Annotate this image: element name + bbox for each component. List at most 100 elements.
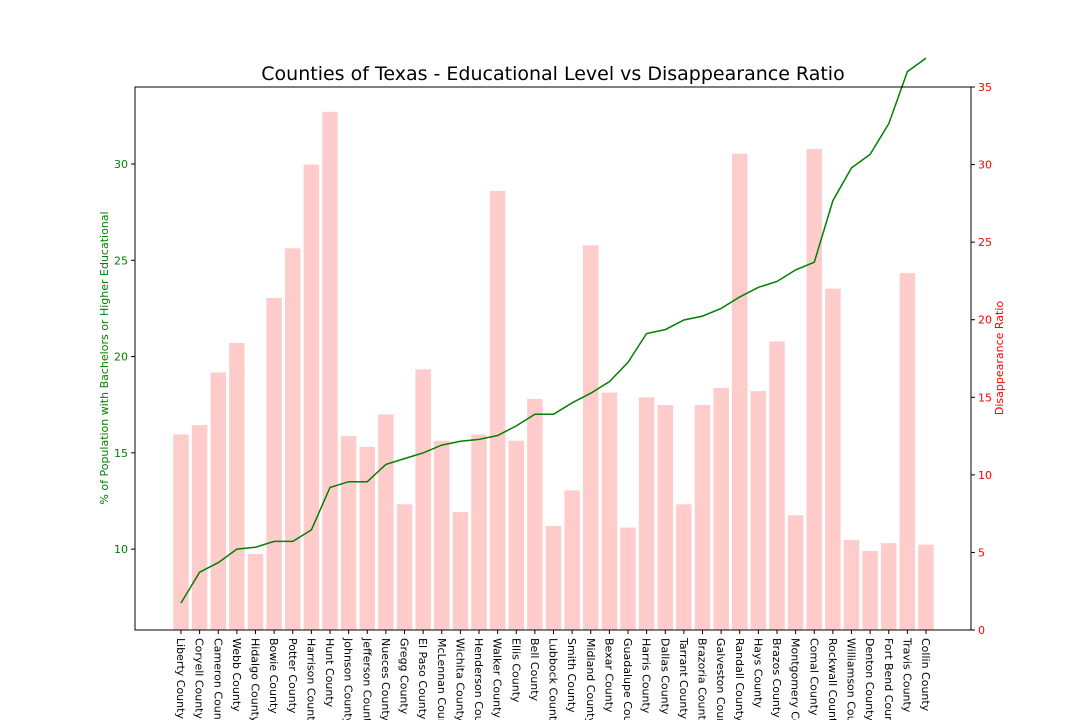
bar bbox=[545, 526, 562, 630]
x-tick-label: Travis County bbox=[900, 637, 913, 713]
y-right-tick-label: 15 bbox=[978, 391, 992, 404]
y-right-tick-label: 35 bbox=[978, 81, 992, 94]
x-tick-label: Dallas County bbox=[658, 638, 671, 715]
x-tick-label: El Paso County bbox=[416, 638, 429, 720]
bar bbox=[881, 543, 897, 630]
x-tick-label: Harris County bbox=[640, 638, 653, 714]
bar bbox=[638, 397, 655, 630]
x-tick-label: Williamson County bbox=[845, 638, 858, 720]
x-tick-label: Henderson County bbox=[472, 638, 485, 720]
x-tick-label: Bell County bbox=[528, 638, 541, 702]
x-tick-label: Hays County bbox=[751, 638, 764, 708]
x-tick-label: Tarrant County bbox=[677, 637, 690, 720]
x-tick-label: Johnson County bbox=[342, 637, 355, 720]
bar bbox=[750, 391, 767, 630]
bar bbox=[806, 149, 822, 631]
x-tick-label: Nueces County bbox=[379, 638, 392, 720]
x-tick-label: Hidalgo County bbox=[249, 638, 262, 720]
x-tick-label: Brazos County bbox=[770, 638, 783, 718]
x-axis: Liberty County Coryell County Cameron Coun… bbox=[174, 630, 932, 720]
bar bbox=[434, 440, 450, 630]
x-tick-label: Rockwall County bbox=[826, 638, 839, 720]
bar bbox=[527, 398, 543, 630]
line-series bbox=[180, 57, 927, 604]
y-tick-label: 20 bbox=[114, 351, 128, 364]
bar bbox=[732, 153, 748, 630]
x-tick-label: Walker County bbox=[491, 638, 504, 718]
x-tick-label: Midland County bbox=[584, 638, 597, 720]
bar bbox=[229, 342, 245, 630]
bar bbox=[210, 372, 226, 630]
bar bbox=[489, 190, 506, 630]
bar bbox=[862, 550, 878, 630]
x-tick-label: Liberty County bbox=[174, 638, 187, 719]
bar bbox=[843, 540, 860, 630]
bar bbox=[173, 434, 189, 630]
x-tick-label: Coryell County bbox=[193, 638, 206, 719]
x-tick-label: Jefferson County bbox=[360, 637, 373, 720]
bar bbox=[508, 440, 524, 630]
y-tick-label: 25 bbox=[114, 254, 128, 267]
y-right-tick-label: 25 bbox=[978, 236, 992, 249]
bar bbox=[247, 553, 264, 630]
bar bbox=[564, 490, 580, 630]
x-tick-label: Guadalupe County bbox=[621, 638, 634, 720]
bar bbox=[340, 436, 357, 630]
x-tick-label: Wichita County bbox=[453, 638, 466, 720]
y-right-tick-label: 5 bbox=[978, 546, 985, 559]
bar bbox=[657, 405, 673, 630]
x-tick-label: Randall County bbox=[733, 638, 746, 720]
x-tick-label: Fort Bend County bbox=[882, 638, 895, 720]
bar bbox=[918, 544, 934, 630]
x-tick-label: Ellis County bbox=[509, 638, 522, 703]
y-right-tick-label: 20 bbox=[978, 314, 992, 327]
x-tick-label: Galveston County bbox=[714, 638, 727, 720]
right-axis: 0 5 10 15 20 25 30 35 bbox=[971, 81, 992, 637]
bar bbox=[787, 515, 804, 630]
x-tick-label: Gregg County bbox=[398, 638, 411, 715]
x-tick-label: Cameron County bbox=[211, 638, 224, 720]
bar bbox=[191, 425, 208, 630]
bar bbox=[713, 387, 729, 630]
x-tick-label: Bowie County bbox=[267, 638, 280, 714]
x-tick-label: Collin County bbox=[919, 638, 932, 712]
left-axis: 10 15 20 25 30 bbox=[114, 158, 135, 556]
bar bbox=[303, 164, 320, 631]
chart-title: Counties of Texas - Educational Level vs… bbox=[261, 63, 844, 85]
x-tick-label: Brazoria County bbox=[696, 638, 709, 720]
bar bbox=[620, 527, 636, 630]
y-tick-label: 30 bbox=[114, 158, 128, 171]
x-tick-label: Lubbock County bbox=[547, 638, 560, 720]
bar bbox=[285, 248, 301, 630]
y-axis-label-right: Disappearance Ratio bbox=[993, 301, 1006, 416]
bar bbox=[396, 504, 413, 630]
y-tick-label: 15 bbox=[114, 447, 128, 460]
y-right-tick-label: 30 bbox=[978, 159, 992, 172]
bar bbox=[583, 245, 599, 630]
bar bbox=[825, 288, 841, 630]
bar bbox=[899, 273, 916, 630]
x-tick-label: Denton County bbox=[863, 638, 876, 720]
x-tick-label: Potter County bbox=[286, 638, 299, 714]
bar-series bbox=[173, 111, 934, 631]
bar bbox=[676, 504, 692, 630]
x-tick-label: Harrison County bbox=[304, 638, 317, 720]
x-tick-label: Montgomery County bbox=[789, 638, 802, 720]
x-tick-label: Comal County bbox=[807, 638, 820, 716]
bar bbox=[471, 434, 487, 630]
bar bbox=[359, 446, 375, 630]
y-tick-label: 10 bbox=[114, 543, 128, 556]
bar bbox=[266, 297, 282, 630]
bar bbox=[452, 512, 469, 630]
y-right-tick-label: 10 bbox=[978, 469, 992, 482]
y-right-tick-label: 0 bbox=[978, 624, 985, 637]
bar bbox=[601, 392, 618, 630]
x-tick-label: Webb County bbox=[230, 638, 243, 712]
bar bbox=[322, 111, 338, 630]
bar bbox=[415, 369, 431, 630]
x-tick-label: McLennan County bbox=[435, 638, 448, 720]
bar bbox=[694, 405, 711, 630]
x-tick-label: Smith County bbox=[565, 638, 578, 713]
line-path bbox=[180, 57, 927, 604]
